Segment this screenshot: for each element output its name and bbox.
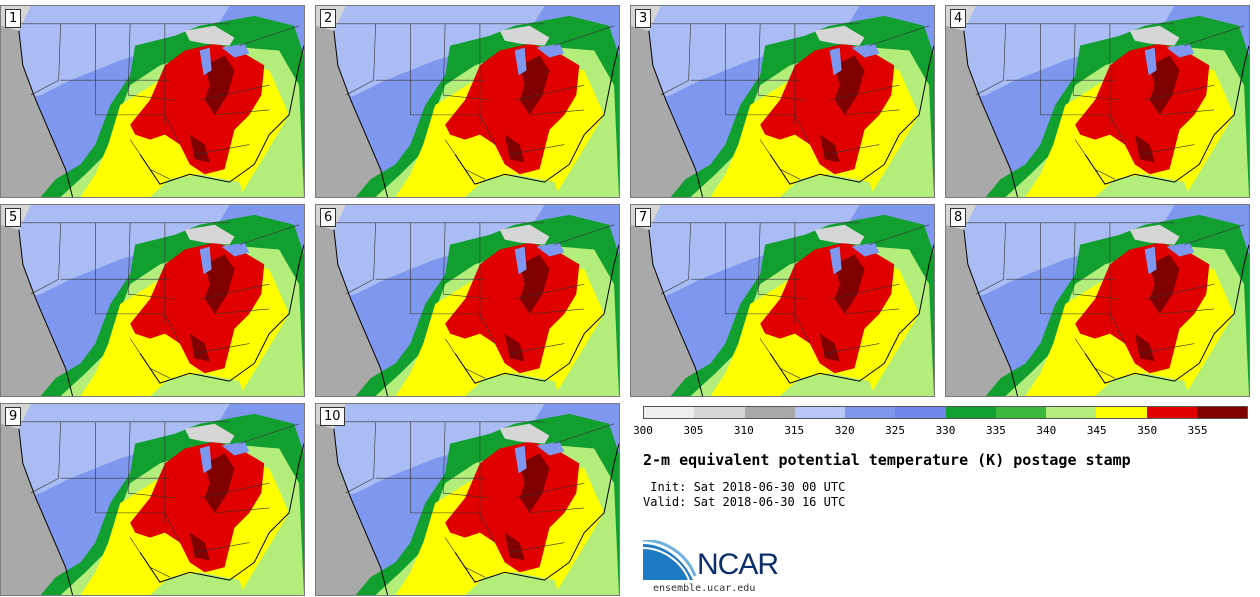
- panel-number-label: 8: [950, 208, 967, 227]
- map-canvas: [631, 6, 934, 197]
- colorbar-swatch-4: [845, 407, 896, 418]
- colorbar-tick-label: 340: [1036, 424, 1057, 437]
- panel-number-label: 6: [320, 208, 337, 227]
- map-panel-3: 3: [630, 5, 935, 198]
- map-canvas: [1, 6, 304, 197]
- colorbar-tick-label: 300: [633, 424, 653, 437]
- map-panel-9: 9: [0, 403, 305, 596]
- colorbar-tick-label: 310: [733, 424, 754, 437]
- map-panel-4: 4: [945, 5, 1250, 198]
- colorbar-tick-label: 320: [834, 424, 855, 437]
- map-panel-1: 1: [0, 5, 305, 198]
- colorbar-tick-label: 315: [784, 424, 805, 437]
- panel-number-label: 10: [320, 407, 345, 426]
- panel-number-label: 5: [5, 208, 22, 227]
- colorbar-swatch-10: [1146, 407, 1197, 418]
- map-panel-7: 7: [630, 204, 935, 397]
- map-canvas: [946, 205, 1249, 396]
- init-time: Init: Sat 2018-06-30 00 UTC: [643, 480, 846, 494]
- map-panel-5: 5: [0, 204, 305, 397]
- colorbar-tick-label: 350: [1137, 424, 1158, 437]
- panel-number-label: 9: [5, 407, 22, 426]
- colorbar-swatch-0: [644, 407, 695, 418]
- map-panel-2: 2: [315, 5, 620, 198]
- ncar-logo-text: NCAR: [697, 548, 779, 581]
- map-panel-6: 6: [315, 204, 620, 397]
- panel-number-label: 4: [950, 9, 967, 28]
- panel-number-label: 3: [635, 9, 652, 28]
- chart-title: 2-m equivalent potential temperature (K)…: [643, 451, 1131, 469]
- colorbar-swatch-8: [1046, 407, 1097, 418]
- colorbar-swatch-1: [694, 407, 745, 418]
- map-canvas: [316, 205, 619, 396]
- colorbar-swatch-7: [995, 407, 1046, 418]
- colorbar-tick-label: 330: [935, 424, 956, 437]
- colorbar-swatch-11: [1196, 407, 1247, 418]
- map-canvas: [316, 404, 619, 595]
- ncar-logo-icon: [643, 540, 697, 581]
- valid-time: Valid: Sat 2018-06-30 16 UTC: [643, 495, 846, 509]
- map-panel-8: 8: [945, 204, 1250, 397]
- colorbar-tick-label: 345: [1086, 424, 1107, 437]
- panel-number-label: 7: [635, 208, 652, 227]
- colorbar-swatch-2: [744, 407, 795, 418]
- colorbar-swatch-3: [794, 407, 845, 418]
- colorbar-tick-label: 325: [885, 424, 906, 437]
- colorbar: [643, 406, 1248, 419]
- colorbar-swatch-9: [1096, 407, 1147, 418]
- panel-number-label: 2: [320, 9, 337, 28]
- map-canvas: [1, 205, 304, 396]
- map-canvas: [316, 6, 619, 197]
- colorbar-swatch-6: [945, 407, 996, 418]
- map-canvas: [631, 205, 934, 396]
- map-canvas: [1, 404, 304, 595]
- site-url: ensemble.ucar.edu: [653, 583, 756, 594]
- colorbar-swatch-5: [895, 407, 946, 418]
- colorbar-tick-label: 335: [985, 424, 1006, 437]
- colorbar-tick-label: 355: [1187, 424, 1208, 437]
- map-panel-10: 10: [315, 403, 620, 596]
- colorbar-tick-label: 305: [683, 424, 704, 437]
- map-canvas: [946, 6, 1249, 197]
- panel-number-label: 1: [5, 9, 22, 28]
